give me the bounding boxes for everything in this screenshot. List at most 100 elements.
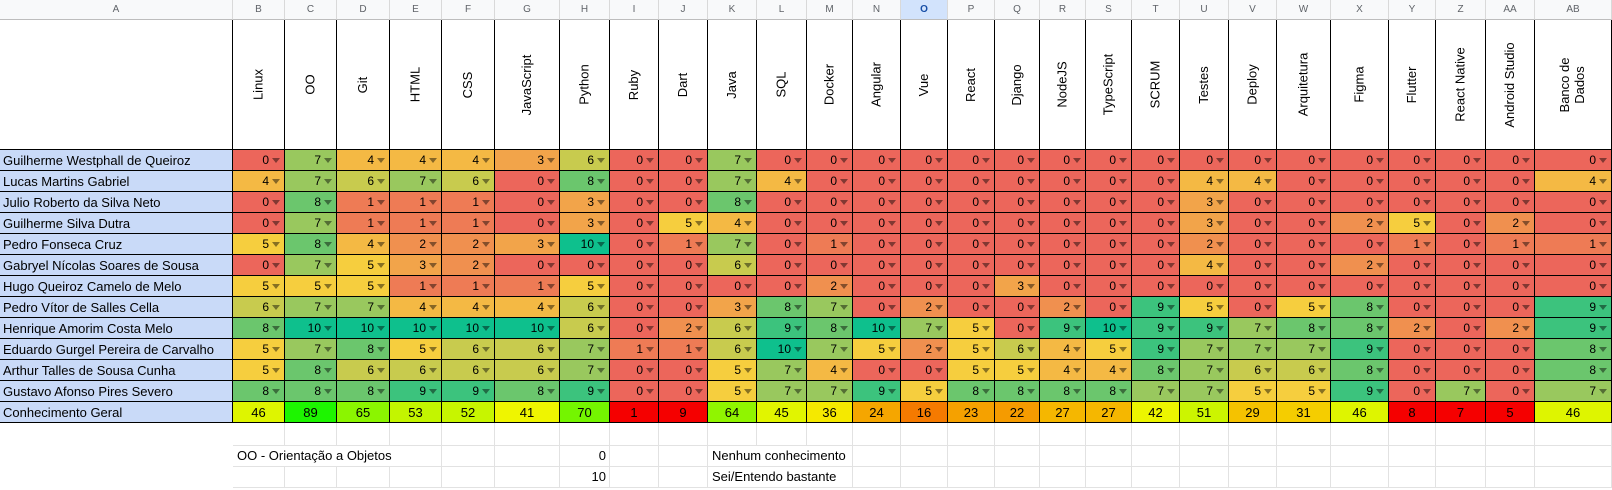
skill-header-cell[interactable]: Docker <box>807 20 853 150</box>
skill-cell[interactable]: 7 <box>1132 381 1180 402</box>
skill-cell[interactable]: 4 <box>337 234 390 255</box>
summary-cell[interactable]: 9 <box>659 402 708 423</box>
footer-cell[interactable] <box>659 446 708 467</box>
skill-cell[interactable]: 0 <box>1040 213 1086 234</box>
skill-cell[interactable]: 0 <box>610 381 659 402</box>
skill-cell[interactable]: 0 <box>1436 213 1486 234</box>
dropdown-arrow-icon[interactable] <box>646 325 654 331</box>
dropdown-arrow-icon[interactable] <box>324 178 332 184</box>
dropdown-arrow-icon[interactable] <box>695 346 703 352</box>
skill-cell[interactable]: 0 <box>901 213 948 234</box>
skill-cell[interactable]: 0 <box>1040 150 1086 171</box>
dropdown-arrow-icon[interactable] <box>840 178 848 184</box>
skill-cell[interactable]: 8 <box>757 297 807 318</box>
skill-cell[interactable]: 0 <box>901 234 948 255</box>
skill-cell[interactable]: 0 <box>1180 150 1229 171</box>
skill-cell[interactable]: 6 <box>1229 360 1277 381</box>
skill-cell[interactable]: 4 <box>1040 339 1086 360</box>
column-letter[interactable]: L <box>757 0 807 20</box>
dropdown-arrow-icon[interactable] <box>646 346 654 352</box>
dropdown-arrow-icon[interactable] <box>794 220 802 226</box>
skill-cell[interactable]: 0 <box>1436 150 1486 171</box>
dropdown-arrow-icon[interactable] <box>935 199 943 205</box>
skill-cell[interactable]: 0 <box>495 171 560 192</box>
column-letter[interactable]: N <box>853 0 901 20</box>
column-letter[interactable]: I <box>610 0 659 20</box>
skill-cell[interactable]: 8 <box>1535 339 1612 360</box>
dropdown-arrow-icon[interactable] <box>982 388 990 394</box>
skill-cell[interactable]: 7 <box>1180 339 1229 360</box>
footer-cell[interactable] <box>1389 423 1436 446</box>
skill-cell[interactable]: 0 <box>1132 255 1180 276</box>
dropdown-arrow-icon[interactable] <box>324 283 332 289</box>
dropdown-arrow-icon[interactable] <box>1473 283 1481 289</box>
dropdown-arrow-icon[interactable] <box>1522 325 1530 331</box>
dropdown-arrow-icon[interactable] <box>1027 283 1035 289</box>
dropdown-arrow-icon[interactable] <box>1027 157 1035 163</box>
skill-cell[interactable]: 1 <box>659 234 708 255</box>
skill-cell[interactable]: 0 <box>1277 213 1331 234</box>
skill-cell[interactable]: 2 <box>1486 318 1535 339</box>
skill-cell[interactable]: 0 <box>1389 360 1436 381</box>
dropdown-arrow-icon[interactable] <box>1376 262 1384 268</box>
footer-cell[interactable] <box>1535 446 1612 467</box>
skill-cell[interactable]: 0 <box>853 360 901 381</box>
skill-cell[interactable]: 0 <box>1486 339 1535 360</box>
skill-cell[interactable]: 7 <box>807 381 853 402</box>
skill-cell[interactable]: 0 <box>1389 192 1436 213</box>
skill-cell[interactable]: 0 <box>995 297 1040 318</box>
skill-cell[interactable]: 4 <box>1180 255 1229 276</box>
skill-cell[interactable]: 4 <box>1180 171 1229 192</box>
skill-cell[interactable]: 0 <box>1086 150 1132 171</box>
skill-header-cell[interactable]: CSS <box>442 20 495 150</box>
dropdown-arrow-icon[interactable] <box>1167 346 1175 352</box>
dropdown-arrow-icon[interactable] <box>794 367 802 373</box>
dropdown-arrow-icon[interactable] <box>1318 304 1326 310</box>
dropdown-arrow-icon[interactable] <box>377 262 385 268</box>
footer-cell[interactable] <box>853 423 901 446</box>
dropdown-arrow-icon[interactable] <box>1264 367 1272 373</box>
dropdown-arrow-icon[interactable] <box>1423 346 1431 352</box>
footer-cell[interactable] <box>1229 467 1277 488</box>
dropdown-arrow-icon[interactable] <box>547 220 555 226</box>
skill-cell[interactable]: 1 <box>337 192 390 213</box>
dropdown-arrow-icon[interactable] <box>695 325 703 331</box>
skill-cell[interactable]: 0 <box>659 192 708 213</box>
column-letter[interactable]: H <box>560 0 610 20</box>
dropdown-arrow-icon[interactable] <box>272 241 280 247</box>
footer-cell[interactable] <box>390 423 442 446</box>
dropdown-arrow-icon[interactable] <box>1423 199 1431 205</box>
dropdown-arrow-icon[interactable] <box>1264 178 1272 184</box>
column-letter[interactable]: R <box>1040 0 1086 20</box>
skill-cell[interactable]: 0 <box>1086 171 1132 192</box>
skill-cell[interactable]: 0 <box>1086 297 1132 318</box>
column-letter[interactable]: D <box>337 0 390 20</box>
dropdown-arrow-icon[interactable] <box>646 220 654 226</box>
dropdown-arrow-icon[interactable] <box>794 283 802 289</box>
skill-cell[interactable]: 7 <box>901 318 948 339</box>
skill-cell[interactable]: 6 <box>1277 360 1331 381</box>
dropdown-arrow-icon[interactable] <box>1027 199 1035 205</box>
dropdown-arrow-icon[interactable] <box>547 199 555 205</box>
dropdown-arrow-icon[interactable] <box>377 157 385 163</box>
dropdown-arrow-icon[interactable] <box>935 283 943 289</box>
skill-cell[interactable]: 5 <box>285 276 337 297</box>
dropdown-arrow-icon[interactable] <box>597 199 605 205</box>
footer-cell[interactable] <box>1389 467 1436 488</box>
footer-empty-cell[interactable] <box>0 446 233 467</box>
footer-cell[interactable] <box>337 467 390 488</box>
dropdown-arrow-icon[interactable] <box>1376 220 1384 226</box>
dropdown-arrow-icon[interactable] <box>794 388 802 394</box>
dropdown-arrow-icon[interactable] <box>1473 325 1481 331</box>
summary-cell[interactable]: 65 <box>337 402 390 423</box>
dropdown-arrow-icon[interactable] <box>1376 346 1384 352</box>
dropdown-arrow-icon[interactable] <box>1264 346 1272 352</box>
footer-cell[interactable] <box>1132 446 1180 467</box>
dropdown-arrow-icon[interactable] <box>377 388 385 394</box>
skill-cell[interactable]: 0 <box>659 171 708 192</box>
dropdown-arrow-icon[interactable] <box>646 178 654 184</box>
skill-cell[interactable]: 0 <box>610 171 659 192</box>
dropdown-arrow-icon[interactable] <box>1216 346 1224 352</box>
scale-max-label[interactable]: Sei/Entendo bastante <box>711 467 838 487</box>
dropdown-arrow-icon[interactable] <box>1216 367 1224 373</box>
